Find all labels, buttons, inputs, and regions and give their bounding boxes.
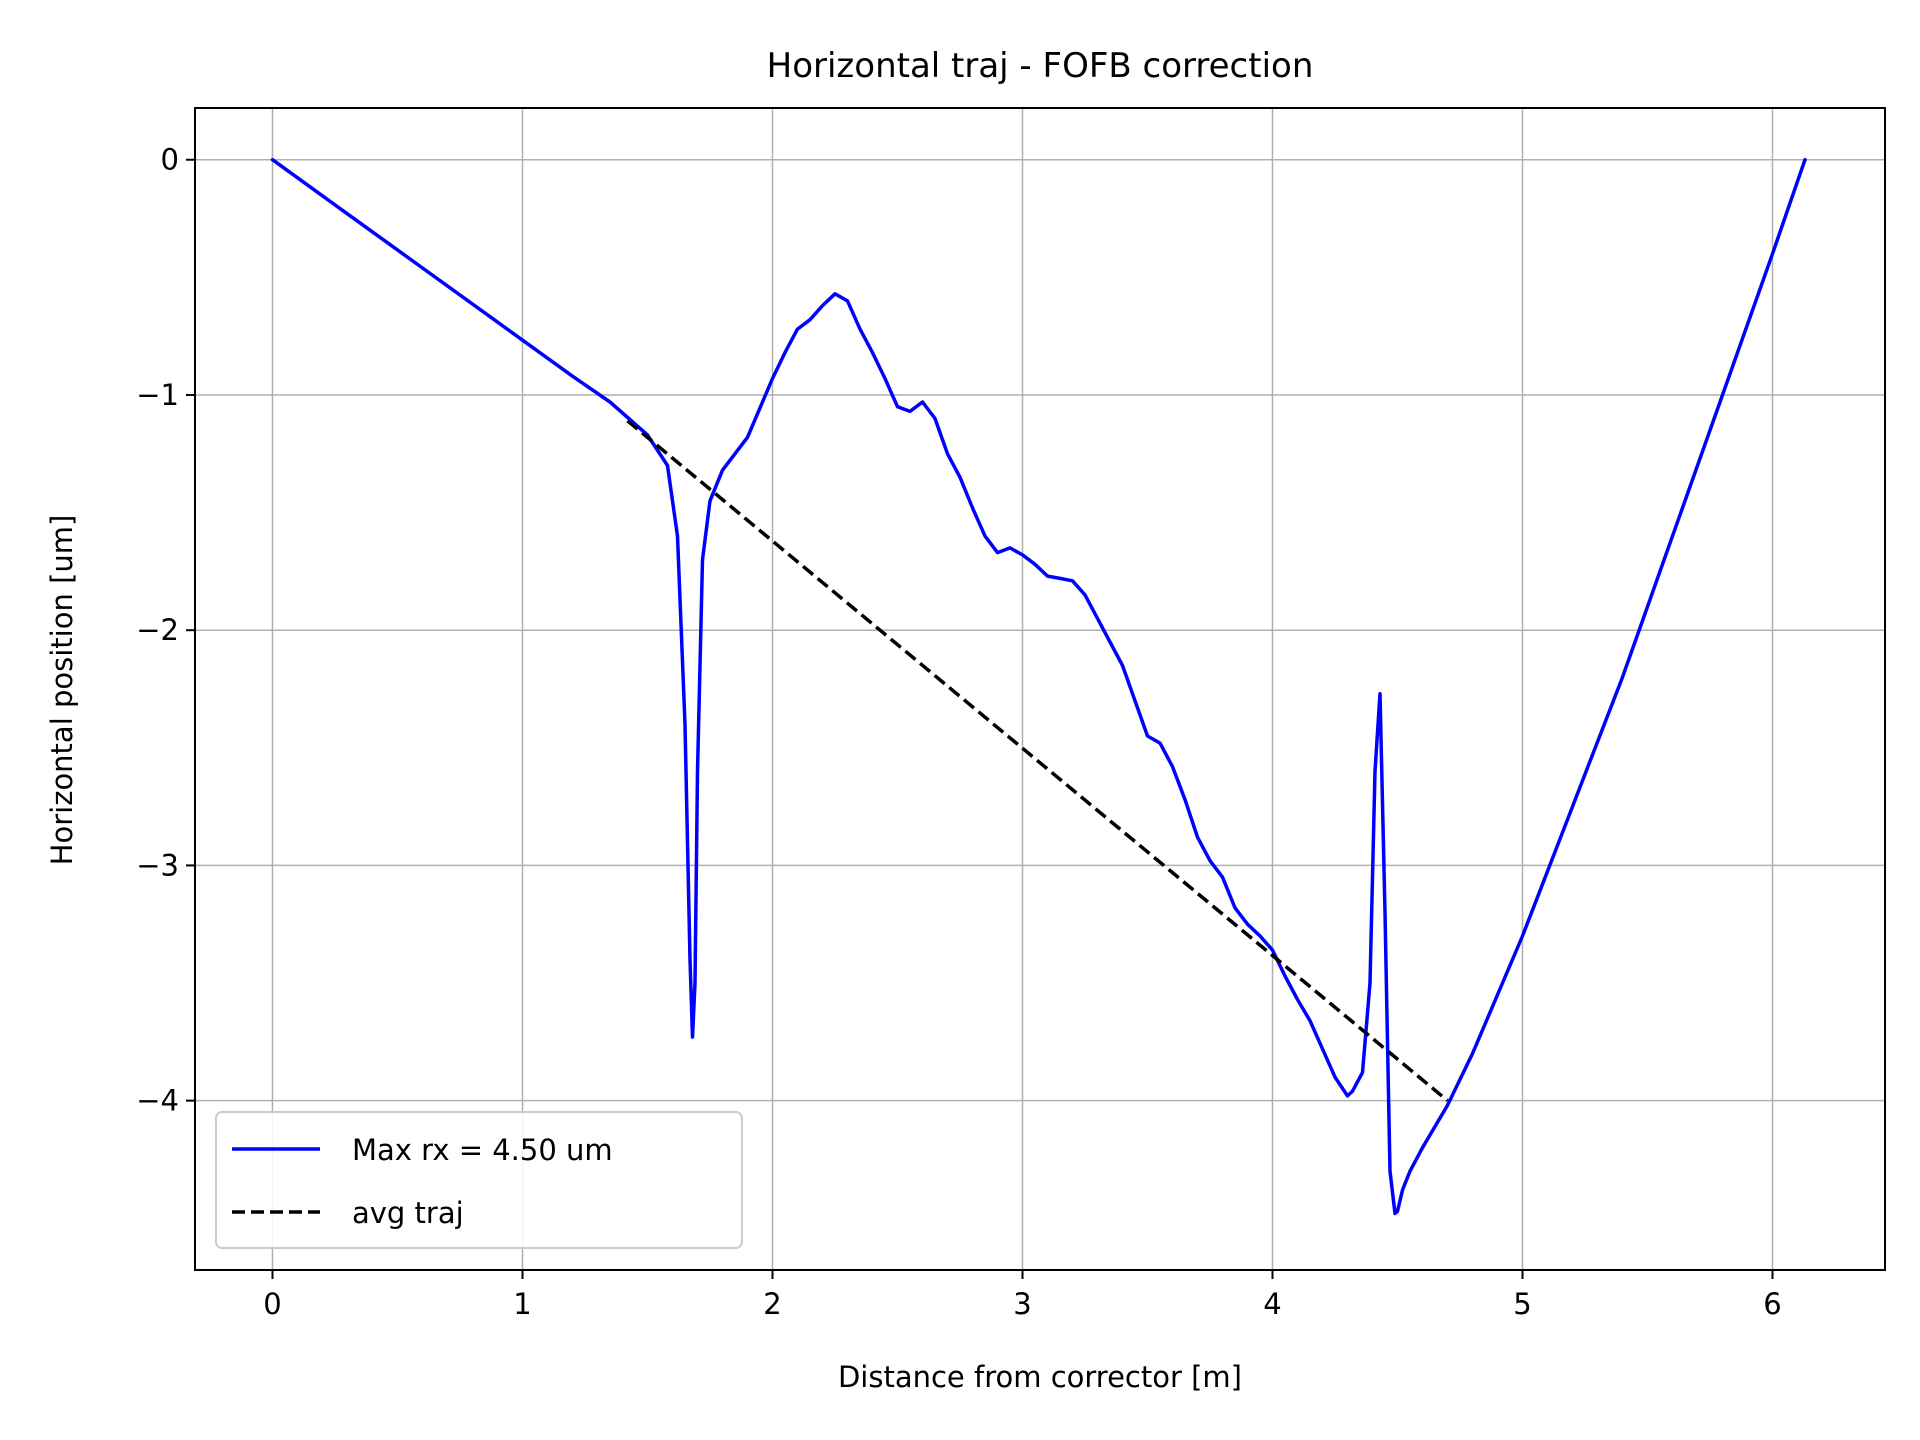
legend-label-avg-traj: avg traj — [352, 1196, 464, 1230]
y-tick-label: −4 — [136, 1084, 179, 1118]
y-tick-label: −3 — [136, 848, 179, 882]
series-line-max-rx — [270, 157, 1807, 1216]
axes-frame — [194, 107, 1886, 1271]
legend-frame — [215, 1111, 743, 1249]
chart-title: Horizontal traj - FOFB correction — [767, 46, 1314, 86]
x-tick-label: 3 — [1013, 1287, 1031, 1321]
x-tick-label: 1 — [513, 1287, 531, 1321]
grid-lines — [195, 108, 1885, 1270]
legend-label-max-rx: Max rx = 4.50 um — [352, 1133, 613, 1167]
series-line-avg-traj — [626, 419, 1449, 1102]
legend: Max rx = 4.50 um avg traj — [215, 1111, 743, 1249]
x-axis-label: Distance from corrector [m] — [838, 1360, 1242, 1394]
x-tick-label: 4 — [1263, 1287, 1281, 1321]
y-tick-label: 0 — [161, 143, 179, 177]
y-axis-label: Horizontal position [um] — [45, 515, 79, 866]
axis-ticks: 0 1 2 3 4 5 6 0 −1 −2 −3 −4 — [136, 143, 1781, 1321]
series-layer — [270, 157, 1807, 1216]
x-tick-label: 5 — [1513, 1287, 1531, 1321]
x-tick-label: 2 — [763, 1287, 781, 1321]
y-tick-label: −1 — [136, 378, 179, 412]
x-tick-label: 6 — [1763, 1287, 1781, 1321]
y-tick-label: −2 — [136, 613, 179, 647]
x-tick-label: 0 — [263, 1287, 281, 1321]
